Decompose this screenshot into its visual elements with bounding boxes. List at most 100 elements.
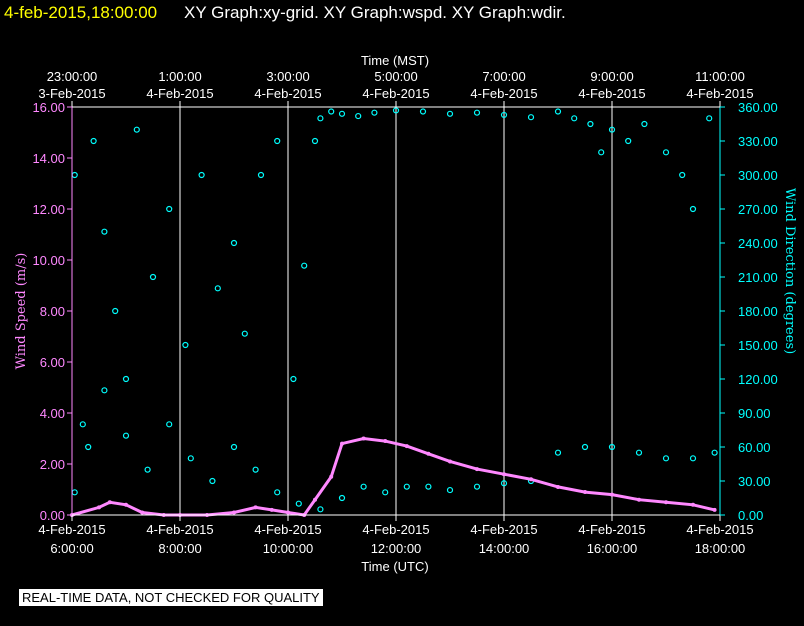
left-tick-label: 16.00 — [32, 100, 65, 115]
top-tick-time: 7:00:00 — [482, 69, 525, 84]
wdir-point — [295, 500, 302, 507]
wspd-point — [529, 477, 533, 482]
right-tick-label: 60.00 — [738, 440, 771, 455]
quality-disclaimer: REAL-TIME DATA, NOT CHECKED FOR QUALITY — [19, 589, 323, 606]
wspd-point — [691, 502, 695, 507]
right-tick-label: 30.00 — [738, 474, 771, 489]
right-tick-label: 180.00 — [738, 304, 778, 319]
wdir-point — [554, 108, 562, 115]
wspd-point — [712, 507, 717, 512]
right-tick-label: 300.00 — [738, 168, 778, 183]
wdir-high-series — [71, 107, 713, 428]
bottom-tick-date: 4-Feb-2015 — [470, 522, 537, 537]
wdir-point — [392, 107, 400, 114]
wdir-point — [679, 171, 686, 179]
wspd-point — [404, 444, 409, 449]
wdir-point — [182, 341, 189, 349]
wdir-point — [101, 387, 108, 394]
wdir-point — [317, 506, 324, 513]
wspd-point — [313, 497, 317, 502]
wdir-point — [571, 115, 578, 122]
wdir-point — [187, 455, 194, 462]
wdir-point — [79, 421, 86, 428]
wdir-point — [711, 449, 718, 456]
y-left-axis-title: Wind Speed (m/s) — [14, 253, 29, 370]
wdir-point — [598, 149, 605, 156]
wspd-point — [475, 467, 479, 472]
wdir-point — [230, 239, 238, 247]
header-date: 4-feb-2015,18:00:00 — [4, 3, 157, 22]
left-tick-label: 6.00 — [40, 355, 65, 370]
wdir-point — [608, 443, 616, 451]
wspd-point — [124, 502, 128, 507]
bottom-tick-time: 14:00:00 — [479, 541, 530, 556]
wdir-point — [133, 126, 140, 133]
right-tick-label: 150.00 — [738, 338, 778, 353]
wspd-point — [340, 441, 344, 446]
right-tick-label: 90.00 — [738, 406, 771, 421]
bottom-tick-time: 18:00:00 — [695, 541, 746, 556]
bottom-tick-time: 12:00:00 — [371, 541, 422, 556]
wdir-point — [527, 114, 535, 121]
left-tick-label: 14.00 — [32, 151, 65, 166]
grid-lines — [179, 107, 613, 515]
top-tick-time: 11:00:00 — [695, 69, 745, 84]
right-tick-label: 120.00 — [738, 372, 778, 387]
wspd-point — [140, 510, 145, 515]
wdir-point — [328, 108, 335, 115]
wdir-point — [209, 477, 216, 485]
wspd-point — [426, 451, 431, 456]
left-tick-label: 2.00 — [40, 457, 65, 472]
bottom-tick-date: 4-Feb-2015 — [146, 522, 213, 537]
wdir-point — [257, 171, 265, 179]
wdir-point — [382, 489, 389, 496]
wdir-point — [608, 126, 616, 133]
wspd-point — [253, 505, 258, 510]
wdir-point — [473, 483, 481, 490]
right-tick-label: 270.00 — [738, 202, 778, 217]
wdir-point — [500, 111, 508, 119]
bottom-tick-time: 6:00:00 — [50, 541, 93, 556]
wdir-point — [274, 489, 281, 496]
right-tick-label: 360.00 — [738, 100, 778, 115]
top-tick-date: 4-Feb-2015 — [146, 86, 213, 101]
top-tick-time: 5:00:00 — [374, 69, 417, 84]
top-tick-date: 4-Feb-2015 — [578, 86, 645, 101]
wdir-point — [214, 285, 221, 292]
wspd-point — [361, 436, 366, 441]
wdir-point — [85, 443, 92, 451]
wdir-point — [122, 432, 130, 439]
wdir-point — [144, 466, 151, 473]
wdir-point — [112, 307, 119, 315]
wdir-point — [554, 449, 562, 456]
wdir-point — [338, 110, 346, 117]
wdir-point — [166, 205, 173, 213]
top-tick-time: 3:00:00 — [266, 69, 309, 84]
wdir-point — [371, 109, 378, 116]
wspd-point — [329, 474, 334, 479]
wdir-point — [317, 115, 324, 122]
wdir-point — [230, 443, 238, 451]
bottom-tick-date: 4-Feb-2015 — [362, 522, 429, 537]
wspd-point — [383, 439, 388, 444]
right-tick-label: 0.00 — [738, 508, 763, 523]
left-tick-label: 12.00 — [32, 202, 65, 217]
wdir-point — [311, 137, 319, 145]
wdir-point — [301, 262, 308, 269]
wspd-point — [286, 510, 290, 515]
wdir-point — [473, 109, 481, 116]
left-tick-label: 0.00 — [40, 508, 65, 523]
bottom-tick-date: 4-Feb-2015 — [254, 522, 321, 537]
bottom-tick-date: 4-Feb-2015 — [578, 522, 645, 537]
wdir-point — [581, 443, 589, 451]
wdir-point — [252, 466, 259, 473]
wdir-point — [166, 421, 173, 428]
bottom-tick-date: 4-Feb-2015 — [686, 522, 753, 537]
wspd-point — [610, 492, 614, 497]
wdir-point — [338, 494, 346, 502]
wdir-point — [625, 137, 632, 145]
wdir-point — [198, 171, 205, 179]
left-tick-label: 4.00 — [40, 406, 65, 421]
left-tick-label: 10.00 — [32, 253, 65, 268]
